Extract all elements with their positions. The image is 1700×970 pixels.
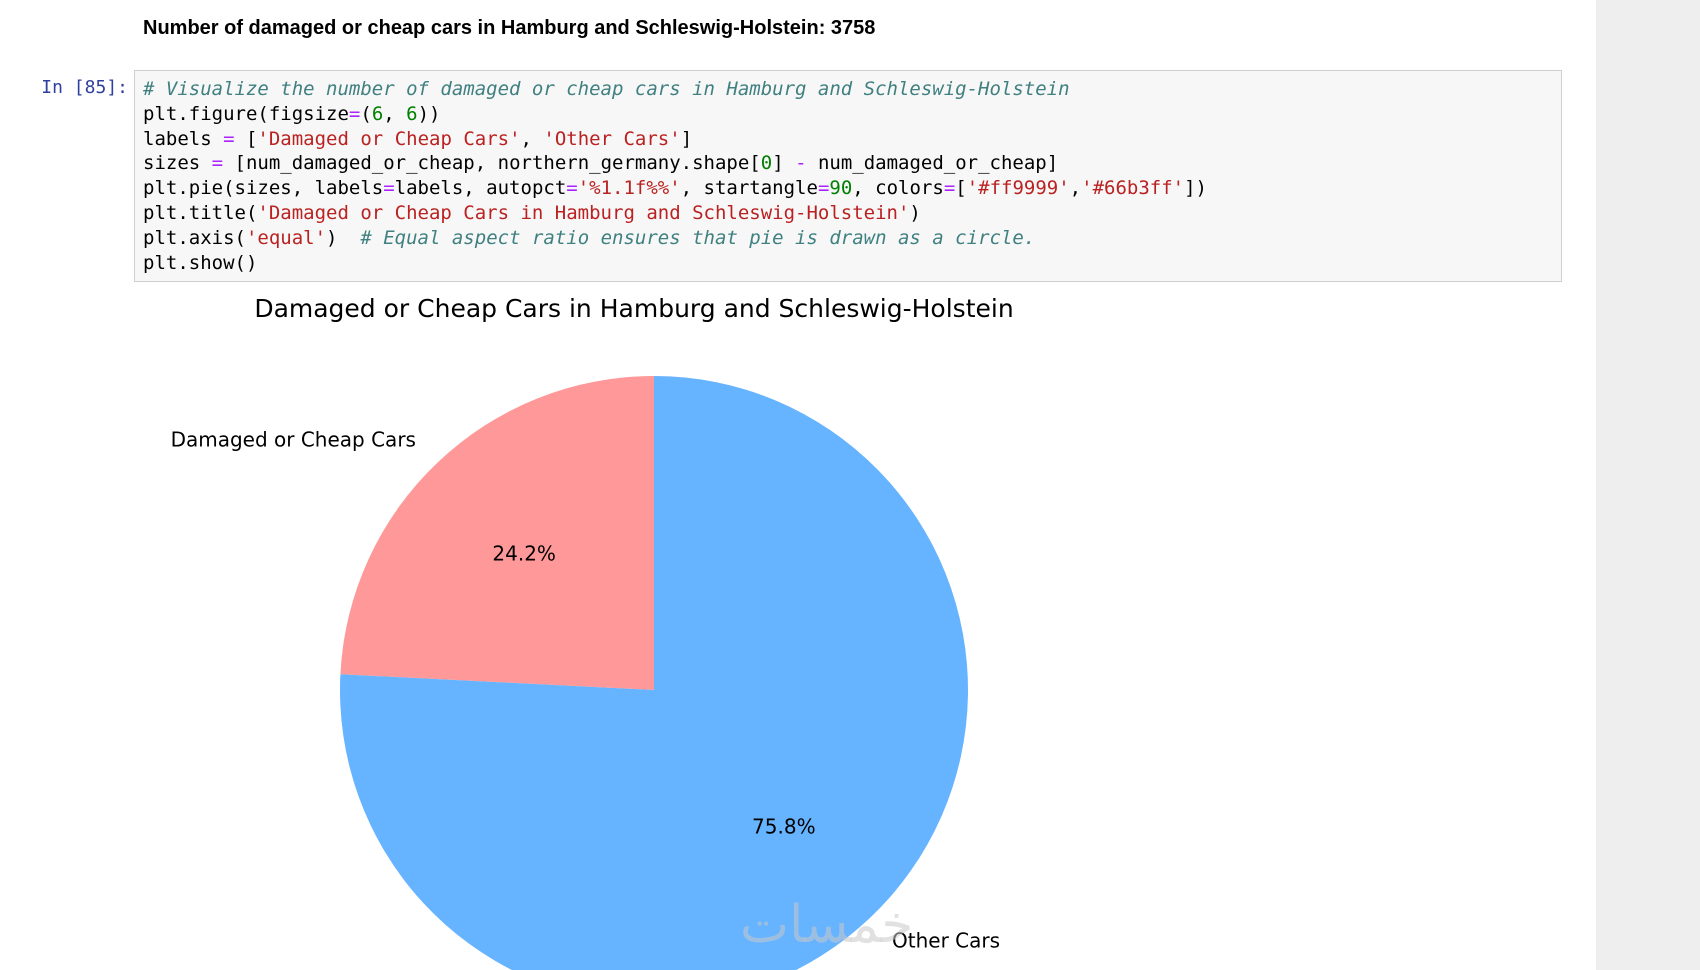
pie-slice	[340, 376, 968, 970]
code-token: [	[234, 127, 258, 150]
watermark-logo: خمسات	[740, 895, 914, 955]
code-token: num_damaged_or_cheap]	[806, 152, 1059, 175]
code-token: ))	[417, 102, 441, 125]
pie-labels: 24.2% Damaged or Cheap Cars 75.8% Other Car…	[171, 428, 1000, 953]
code-token: 'Other Cars'	[543, 127, 681, 150]
code-token: =	[223, 127, 235, 150]
code-line: sizes = [num_damaged_or_cheap, northern_…	[143, 151, 1553, 176]
code-token: # Visualize the number of damaged or che…	[143, 78, 1070, 100]
code-token: )	[909, 201, 921, 224]
code-token: 90	[829, 177, 853, 200]
code-token: ,	[383, 102, 407, 125]
code-token: , startangle	[680, 177, 818, 200]
pie-slices	[340, 376, 968, 970]
code-token: '#ff9999'	[966, 177, 1070, 200]
code-token: # Equal aspect ratio ensures that pie is…	[360, 226, 1036, 249]
code-token: 6	[406, 102, 418, 125]
code-token: 'Damaged or Cheap Cars in Hamburg and Sc…	[257, 201, 910, 224]
code-token: , colors	[852, 177, 944, 200]
code-token: sizes	[143, 152, 212, 175]
code-token: [	[955, 177, 967, 200]
code-token: plt.axis(	[143, 226, 246, 249]
pie-category-label: Damaged or Cheap Cars	[171, 428, 416, 452]
code-token: ]	[772, 152, 796, 175]
code-token: (	[360, 102, 372, 125]
figure-output: Damaged or Cheap Cars in Hamburg and Sch…	[134, 292, 1134, 970]
code-token: plt.show()	[143, 251, 258, 274]
code-line: # Visualize the number of damaged or che…	[143, 77, 1553, 102]
code-token: 0	[760, 152, 773, 175]
code-token: [num_damaged_or_cheap, northern_germany.…	[223, 152, 761, 175]
code-token: ,	[520, 127, 544, 150]
code-token: ])	[1184, 177, 1207, 200]
code-token: '#66b3ff'	[1081, 177, 1185, 200]
code-token: =	[817, 177, 830, 200]
code-line: plt.pie(sizes, labels=labels, autopct='%…	[143, 176, 1553, 201]
pie-category-label: Other Cars	[892, 928, 1000, 952]
code-line: plt.axis('equal') # Equal aspect ratio e…	[143, 226, 1553, 251]
code-token: '%1.1f%%'	[577, 177, 681, 200]
stdout-output: Number of damaged or cheap cars in Hambu…	[143, 17, 876, 39]
code-token: =	[943, 177, 956, 200]
code-token: plt.pie(sizes, labels	[143, 177, 384, 200]
pie-slice	[340, 376, 654, 690]
chart-title: Damaged or Cheap Cars in Hamburg and Sch…	[254, 294, 1013, 323]
code-token: =	[383, 177, 395, 200]
code-token: 'Damaged or Cheap Cars'	[257, 127, 521, 150]
code-line: plt.figure(figsize=(6, 6))	[143, 102, 1553, 127]
code-token: 6	[371, 102, 384, 125]
code-token: ]	[680, 127, 693, 150]
pie-chart: Damaged or Cheap Cars in Hamburg and Sch…	[171, 294, 1014, 970]
pie-percent-label: 75.8%	[752, 815, 816, 839]
code-token: labels	[143, 127, 224, 150]
code-line: plt.title('Damaged or Cheap Cars in Hamb…	[143, 201, 1553, 226]
code-line: labels = ['Damaged or Cheap Cars', 'Othe…	[143, 127, 1553, 152]
code-token: =	[566, 177, 578, 200]
pie-percent-label: 24.2%	[492, 541, 556, 565]
code-token: labels, autopct	[394, 177, 567, 200]
code-token: =	[348, 102, 361, 125]
code-token: ,	[1069, 177, 1082, 200]
code-token: plt.title(	[143, 201, 258, 224]
code-token: 'equal'	[245, 226, 327, 249]
code-token: -	[795, 152, 807, 175]
code-token: =	[211, 152, 224, 175]
code-token: plt.figure(figsize	[143, 102, 349, 125]
code-token: )	[326, 226, 361, 249]
code-line: plt.show()	[143, 251, 1553, 276]
cell-prompt: In [85]:	[41, 77, 128, 98]
code-cell-input[interactable]: # Visualize the number of damaged or che…	[134, 70, 1562, 282]
right-gutter	[1596, 0, 1700, 970]
